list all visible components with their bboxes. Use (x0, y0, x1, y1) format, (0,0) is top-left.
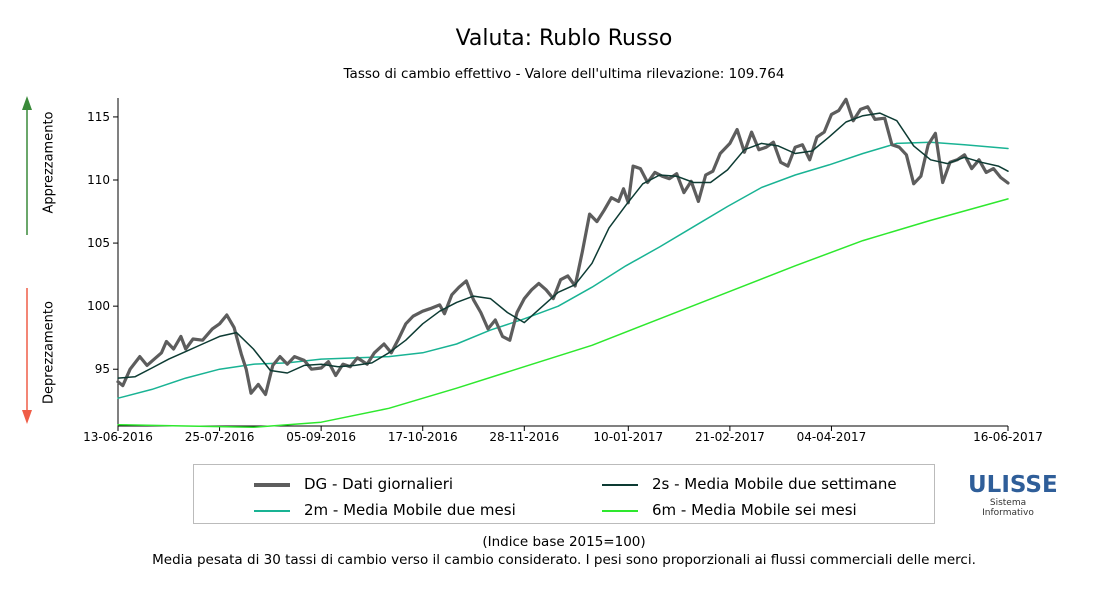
chart-subtitle: Tasso di cambio effettivo - Valore dell'… (343, 66, 785, 82)
legend-swatch-2m (254, 509, 290, 512)
x-tick-label: 28-11-2016 (489, 430, 559, 444)
down-arrow-head (22, 410, 32, 424)
axes: 95 100 105 110 115 13-06-2016 25-07-2016 05-09-… (83, 98, 1043, 444)
series-dg-line (116, 97, 1010, 397)
legend-item-6m: 6m - Media Mobile sei mesi (602, 500, 857, 520)
y-tick-label: 110 (87, 173, 110, 187)
x-tick-label: 21-02-2017 (695, 430, 765, 444)
x-tick-label: 04-04-2017 (797, 430, 867, 444)
legend-swatch-6m (602, 509, 638, 512)
base-note: (Indice base 2015=100) (482, 534, 646, 550)
x-tick-label: 10-01-2017 (593, 430, 663, 444)
legend-label-2m: 2m - Media Mobile due mesi (304, 501, 516, 519)
x-tick-label: 13-06-2016 (83, 430, 153, 444)
y-tick-label: 105 (87, 236, 110, 250)
series-6m-line (117, 198, 1009, 429)
legend: DG - Dati giornalieri 2s - Media Mobile … (193, 464, 935, 524)
x-tick-label: 16-06-2017 (973, 430, 1043, 444)
deprezzamento-label: Deprezzamento (41, 301, 57, 404)
series-group (116, 97, 1010, 429)
chart-title: Valuta: Rublo Russo (455, 26, 673, 51)
logo-line2: Informativo (982, 508, 1034, 518)
series-2s-line (117, 112, 1009, 379)
y-tick-label: 115 (87, 110, 110, 124)
legend-swatch-2s (602, 483, 638, 486)
x-tick-label: 17-10-2016 (388, 430, 458, 444)
legend-label-6m: 6m - Media Mobile sei mesi (652, 501, 857, 519)
ulisse-logo: ULISSE Sistema Informativo (968, 472, 1058, 518)
apprezzamento-label: Apprezzamento (41, 111, 57, 214)
x-tick-label: 25-07-2016 (185, 430, 255, 444)
legend-label-dg: DG - Dati giornalieri (304, 475, 454, 493)
direction-arrows (22, 96, 32, 424)
series-2m-line (117, 141, 1009, 399)
logo-line1: Sistema (989, 498, 1027, 508)
legend-item-2s: 2s - Media Mobile due settimane (602, 474, 897, 494)
legend-label-2s: 2s - Media Mobile due settimane (652, 475, 897, 493)
description-note: Media pesata di 30 tassi di cambio verso… (152, 552, 976, 568)
y-tick-label: 100 (87, 299, 110, 313)
logo-name: ULISSE (968, 472, 1058, 498)
x-tick-label: 05-09-2016 (286, 430, 356, 444)
legend-item-dg: DG - Dati giornalieri (254, 474, 453, 494)
y-tick-label: 95 (95, 362, 110, 376)
up-arrow-head (22, 96, 32, 110)
legend-swatch-dg (254, 482, 290, 487)
legend-item-2m: 2m - Media Mobile due mesi (254, 500, 516, 520)
